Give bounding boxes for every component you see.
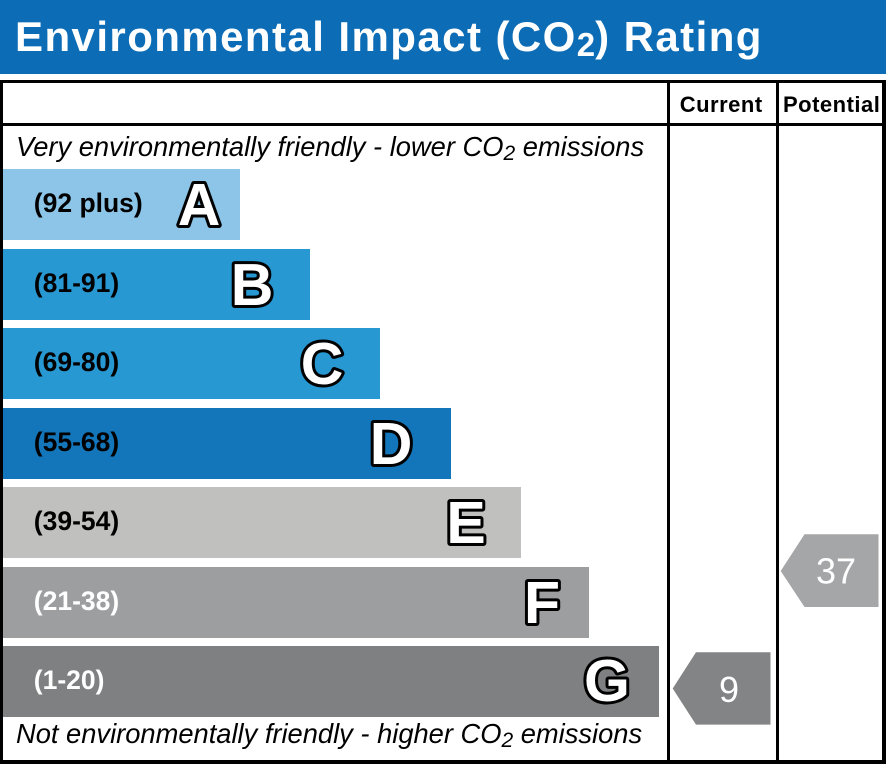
svg-text:G: G: [584, 648, 630, 714]
svg-text:A: A: [178, 172, 221, 238]
svg-text:B: B: [231, 252, 274, 318]
svg-text:C: C: [301, 331, 344, 397]
svg-text:37: 37: [816, 550, 856, 591]
svg-text:9: 9: [719, 669, 739, 710]
svg-text:D: D: [370, 411, 413, 477]
svg-text:F: F: [524, 570, 560, 636]
svg-text:E: E: [446, 490, 485, 556]
